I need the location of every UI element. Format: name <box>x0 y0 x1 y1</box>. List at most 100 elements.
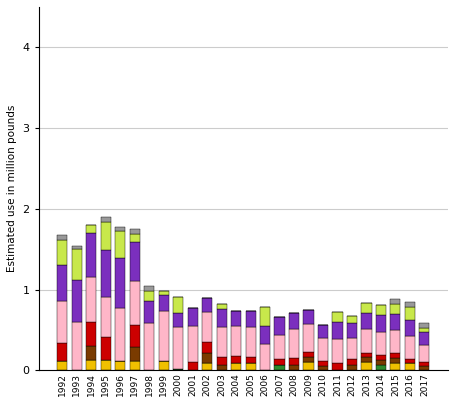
Bar <box>101 297 111 337</box>
Bar <box>361 362 372 370</box>
Bar <box>246 328 256 357</box>
Bar <box>231 356 241 363</box>
Bar <box>405 303 415 307</box>
Bar <box>303 357 313 362</box>
Bar <box>86 277 96 322</box>
Bar <box>390 304 400 314</box>
Bar <box>246 312 256 328</box>
Bar <box>202 312 212 342</box>
Bar <box>390 330 400 353</box>
Bar <box>347 316 357 324</box>
Bar <box>86 360 96 370</box>
Bar <box>144 301 154 324</box>
Bar <box>57 301 67 343</box>
Bar <box>376 365 386 370</box>
Bar <box>260 307 270 326</box>
Bar <box>405 336 415 359</box>
Bar <box>246 357 256 363</box>
Bar <box>72 280 82 322</box>
Bar <box>159 295 169 312</box>
Bar <box>303 352 313 357</box>
Bar <box>72 249 82 280</box>
Bar <box>144 291 154 301</box>
Bar <box>347 324 357 338</box>
Bar <box>289 329 299 358</box>
Bar <box>420 328 430 332</box>
Bar <box>57 264 67 301</box>
Bar <box>333 339 343 363</box>
Bar <box>246 363 256 370</box>
Bar <box>173 369 183 370</box>
Bar <box>390 353 400 358</box>
Bar <box>130 229 140 234</box>
Bar <box>274 335 285 359</box>
Bar <box>231 363 241 370</box>
Bar <box>144 286 154 291</box>
Bar <box>173 313 183 327</box>
Bar <box>289 366 299 370</box>
Bar <box>57 240 67 264</box>
Bar <box>101 250 111 297</box>
Bar <box>86 346 96 360</box>
Bar <box>72 246 82 249</box>
Bar <box>361 357 372 362</box>
Bar <box>376 332 386 355</box>
Bar <box>318 338 328 361</box>
Bar <box>260 345 270 370</box>
Y-axis label: Estimated use in million pounds: Estimated use in million pounds <box>7 105 17 272</box>
Bar <box>361 303 372 313</box>
Bar <box>86 322 96 346</box>
Bar <box>101 337 111 360</box>
Bar <box>318 361 328 366</box>
Bar <box>57 361 67 370</box>
Bar <box>347 338 357 359</box>
Bar <box>420 324 430 328</box>
Bar <box>101 222 111 250</box>
Bar <box>361 353 372 357</box>
Bar <box>187 326 198 362</box>
Bar <box>376 360 386 365</box>
Bar <box>217 327 227 357</box>
Bar <box>405 359 415 363</box>
Bar <box>86 233 96 277</box>
Bar <box>420 332 430 345</box>
Bar <box>173 297 183 313</box>
Bar <box>115 308 125 361</box>
Bar <box>101 217 111 222</box>
Bar <box>159 312 169 361</box>
Bar <box>420 366 430 370</box>
Bar <box>303 310 313 324</box>
Bar <box>86 225 96 233</box>
Bar <box>420 345 430 362</box>
Bar <box>202 363 212 370</box>
Bar <box>173 327 183 369</box>
Bar <box>347 365 357 370</box>
Bar <box>289 313 299 329</box>
Bar <box>347 359 357 365</box>
Bar <box>376 315 386 332</box>
Bar <box>361 329 372 353</box>
Bar <box>217 304 227 309</box>
Bar <box>130 325 140 347</box>
Bar <box>274 359 285 365</box>
Bar <box>202 353 212 363</box>
Bar <box>390 299 400 304</box>
Bar <box>101 360 111 370</box>
Bar <box>159 361 169 370</box>
Bar <box>57 343 67 361</box>
Bar <box>405 363 415 370</box>
Bar <box>115 258 125 308</box>
Bar <box>115 361 125 370</box>
Bar <box>333 363 343 370</box>
Bar <box>115 226 125 231</box>
Bar <box>130 280 140 325</box>
Bar <box>303 362 313 370</box>
Bar <box>420 362 430 366</box>
Bar <box>274 317 285 335</box>
Bar <box>361 313 372 329</box>
Bar <box>72 322 82 370</box>
Bar <box>376 355 386 360</box>
Bar <box>202 342 212 353</box>
Bar <box>231 326 241 356</box>
Bar <box>130 347 140 361</box>
